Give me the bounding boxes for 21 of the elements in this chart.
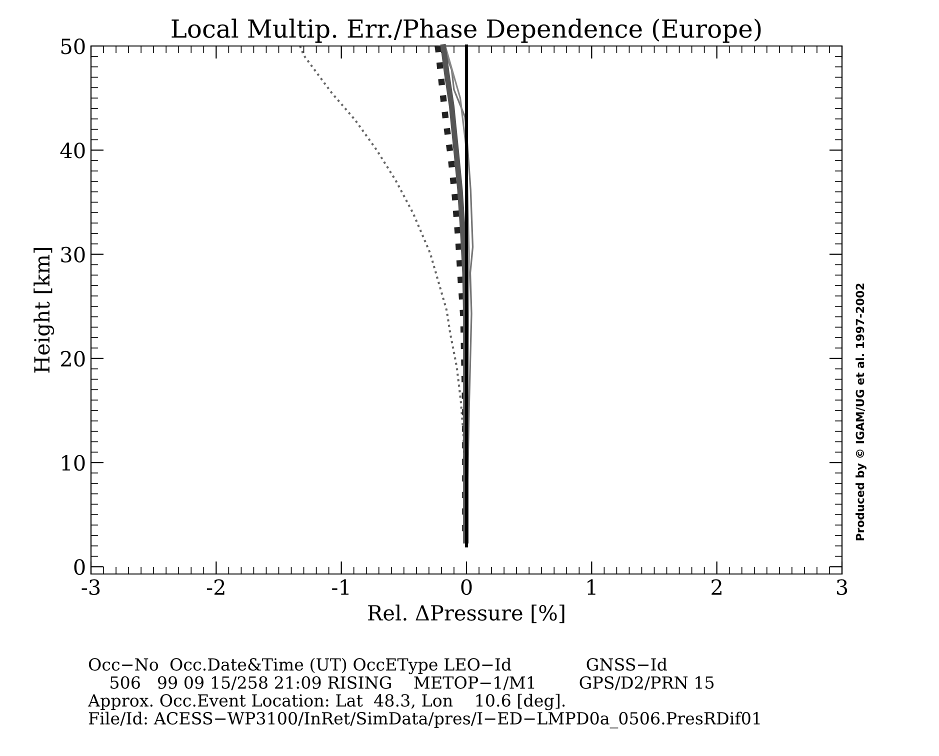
x-tick-label: 3 bbox=[836, 579, 848, 595]
x-axis-title: Rel. ΔPressure [%] bbox=[368, 604, 564, 624]
x-tick-label: -2 bbox=[206, 579, 224, 595]
x-tick-label: 2 bbox=[712, 579, 722, 595]
y-tick-label: 0 bbox=[74, 559, 85, 575]
y-tick-label: 40 bbox=[60, 142, 85, 158]
x-tick-label: -1 bbox=[332, 579, 349, 595]
text: Approx. Occ.Event Location: Lat 48.3, Lon 10.6 [deg]. bbox=[88, 694, 565, 710]
chart-title: Local Multip. Err./Phase Dependence (Europe) bbox=[172, 18, 761, 43]
y-axis-title: Height [km] bbox=[34, 248, 54, 373]
text: File/Id: ACESS−WP3100/InRet/SimData/pres/I−ED−LMPD0a_0506.PresRDif01 bbox=[88, 712, 760, 728]
y-tick-label: 50 bbox=[61, 38, 85, 54]
y-tick-label: 20 bbox=[61, 350, 85, 367]
x-tick-label: 1 bbox=[588, 579, 596, 595]
x-tick-label: -3 bbox=[82, 579, 100, 595]
text: Occ−No Occ.Date&Time (UT) OccEType LEO−Id GNSS−Id bbox=[88, 658, 668, 674]
y-tick-label: 30 bbox=[61, 246, 85, 262]
y-tick-label: 10 bbox=[62, 455, 85, 471]
x-tick-label: 0 bbox=[461, 579, 472, 595]
text: 506 99 09 15/258 21:09 RISING METOP−1/M1 GPS/D2/PRN 15 bbox=[110, 676, 714, 690]
text: Produced by © IGAM/UG et al. 1997-2002 bbox=[856, 284, 866, 540]
